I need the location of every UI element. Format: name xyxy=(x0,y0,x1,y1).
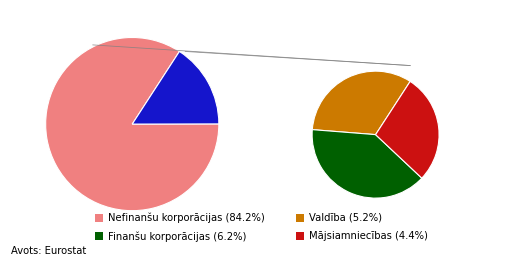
Text: Finanšu korporācijas (6.2%): Finanšu korporācijas (6.2%) xyxy=(108,231,247,242)
Text: Nefinanšu korporācijas (84.2%): Nefinanšu korporācijas (84.2%) xyxy=(108,213,265,223)
Wedge shape xyxy=(312,71,410,135)
FancyBboxPatch shape xyxy=(95,232,103,240)
Wedge shape xyxy=(132,51,219,124)
Wedge shape xyxy=(376,81,439,178)
FancyBboxPatch shape xyxy=(296,232,304,240)
Text: Valdība (5.2%): Valdība (5.2%) xyxy=(309,213,382,223)
Wedge shape xyxy=(45,37,219,211)
Text: Mājsiamniecības (4.4%): Mājsiamniecības (4.4%) xyxy=(309,231,428,241)
FancyBboxPatch shape xyxy=(95,214,103,222)
FancyBboxPatch shape xyxy=(296,214,304,222)
Text: Avots: Eurostat: Avots: Eurostat xyxy=(11,246,86,256)
Wedge shape xyxy=(312,130,422,198)
